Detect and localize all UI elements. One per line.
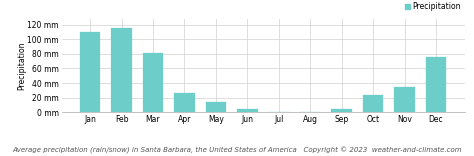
- Bar: [394, 87, 415, 112]
- Bar: [143, 53, 163, 112]
- Bar: [331, 109, 352, 112]
- Bar: [80, 32, 100, 112]
- Y-axis label: Precipitation: Precipitation: [17, 41, 26, 90]
- Text: Average precipitation (rain/snow) in Santa Barbara, the United States of America: Average precipitation (rain/snow) in San…: [12, 147, 462, 154]
- Bar: [363, 95, 383, 112]
- Bar: [174, 93, 195, 112]
- Bar: [111, 28, 132, 112]
- Bar: [206, 102, 226, 112]
- Bar: [237, 109, 257, 112]
- Legend: Precipitation: Precipitation: [405, 2, 461, 11]
- Bar: [426, 57, 446, 112]
